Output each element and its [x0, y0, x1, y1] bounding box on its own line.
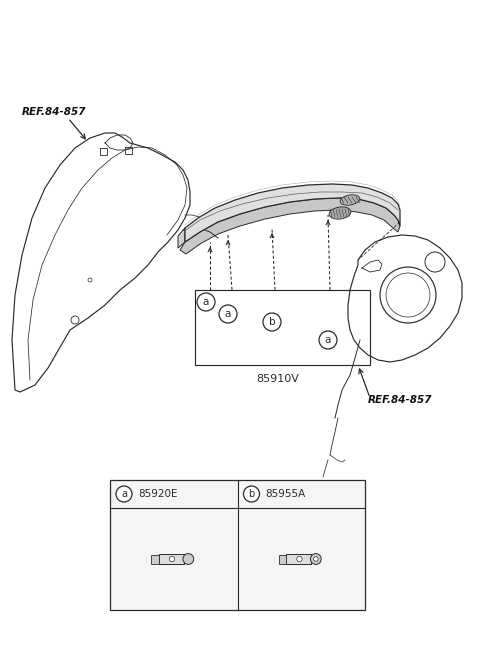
Polygon shape	[180, 198, 400, 254]
Bar	[286, 554, 312, 564]
Bar	[151, 555, 158, 564]
Circle shape	[183, 554, 194, 564]
Circle shape	[425, 252, 445, 272]
Ellipse shape	[329, 207, 351, 219]
Text: 85955A: 85955A	[265, 489, 306, 499]
Text: b: b	[269, 317, 276, 327]
Circle shape	[313, 556, 318, 561]
Text: a: a	[325, 335, 331, 345]
Text: REF.84-857: REF.84-857	[368, 395, 432, 405]
Text: a: a	[225, 309, 231, 319]
Circle shape	[169, 556, 175, 562]
Circle shape	[116, 486, 132, 502]
Ellipse shape	[340, 194, 360, 205]
Bar	[195, 290, 370, 365]
Bar	[279, 555, 286, 564]
Circle shape	[197, 293, 215, 311]
Circle shape	[380, 267, 436, 323]
Text: 85920E: 85920E	[138, 489, 178, 499]
Text: a: a	[203, 297, 209, 307]
Circle shape	[243, 486, 260, 502]
Text: b: b	[248, 489, 254, 499]
Bar	[110, 480, 365, 610]
Circle shape	[219, 305, 237, 323]
Polygon shape	[185, 184, 400, 242]
Text: a: a	[121, 489, 127, 499]
Circle shape	[297, 556, 302, 562]
Circle shape	[311, 554, 321, 564]
Polygon shape	[178, 228, 185, 248]
Text: 85910V: 85910V	[256, 374, 299, 384]
Text: REF.84-857: REF.84-857	[22, 107, 86, 117]
Bar	[158, 554, 184, 564]
Circle shape	[319, 331, 337, 349]
Circle shape	[263, 313, 281, 331]
